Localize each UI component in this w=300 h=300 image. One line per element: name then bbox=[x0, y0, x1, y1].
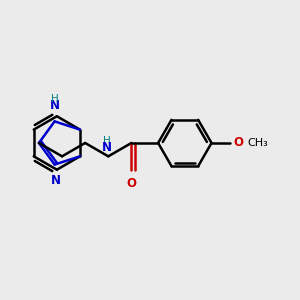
Text: H: H bbox=[103, 136, 111, 146]
Text: N: N bbox=[102, 141, 112, 154]
Text: O: O bbox=[126, 177, 136, 190]
Text: O: O bbox=[233, 136, 243, 149]
Text: CH₃: CH₃ bbox=[248, 138, 268, 148]
Text: H: H bbox=[51, 94, 58, 104]
Text: N: N bbox=[51, 174, 61, 187]
Text: N: N bbox=[50, 98, 60, 112]
